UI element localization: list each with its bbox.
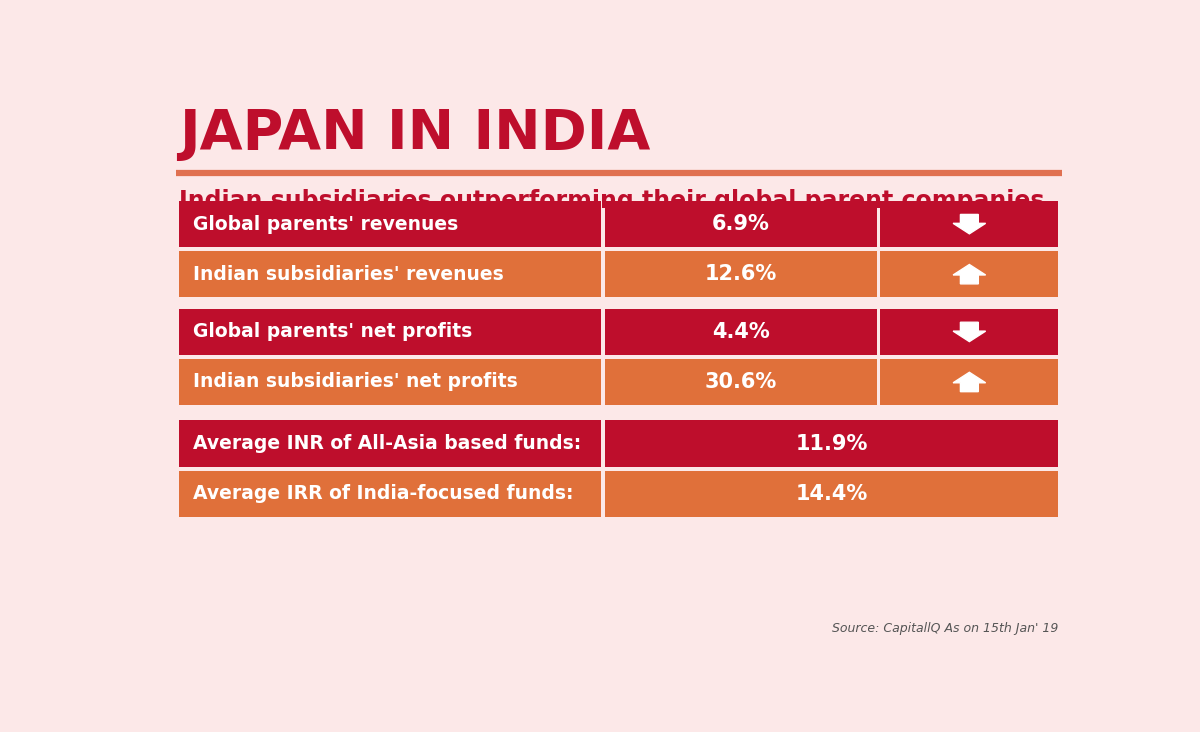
Text: 30.6%: 30.6% (704, 372, 778, 392)
Text: 4.4%: 4.4% (712, 322, 770, 342)
Text: 14.4%: 14.4% (796, 484, 868, 504)
Text: 6.9%: 6.9% (712, 214, 770, 234)
Text: Indian subsidiaries' net profits: Indian subsidiaries' net profits (193, 373, 518, 392)
Polygon shape (953, 322, 985, 342)
Bar (881, 201, 1058, 247)
Text: Source: CapitallQ As on 15th Jan' 19: Source: CapitallQ As on 15th Jan' 19 (832, 622, 1058, 635)
Bar (605, 251, 876, 297)
Bar (605, 471, 1058, 517)
Text: Average IRR of India-focused funds:: Average IRR of India-focused funds: (193, 484, 574, 503)
Bar (881, 359, 1058, 405)
Text: Global parents' net profits: Global parents' net profits (193, 322, 473, 341)
Polygon shape (953, 214, 985, 234)
Text: Indian subsidiaries outperforming their global parent companies: Indian subsidiaries outperforming their … (180, 189, 1045, 213)
Text: Global parents' revenues: Global parents' revenues (193, 214, 458, 234)
Polygon shape (953, 373, 985, 392)
Bar (180, 309, 601, 355)
Text: 12.6%: 12.6% (704, 264, 778, 284)
Text: 11.9%: 11.9% (796, 433, 868, 454)
Bar (881, 251, 1058, 297)
Polygon shape (953, 264, 985, 284)
Bar (180, 359, 601, 405)
Bar (605, 309, 876, 355)
Bar (180, 201, 601, 247)
Bar (605, 359, 876, 405)
Text: JAPAN IN INDIA: JAPAN IN INDIA (180, 107, 650, 161)
Text: Average INR of All-Asia based funds:: Average INR of All-Asia based funds: (193, 434, 582, 453)
Bar (881, 309, 1058, 355)
Bar (180, 420, 601, 467)
Bar (605, 420, 1058, 467)
Text: Indian subsidiaries' revenues: Indian subsidiaries' revenues (193, 265, 504, 284)
Bar (605, 201, 876, 247)
Bar (180, 471, 601, 517)
Bar (180, 251, 601, 297)
